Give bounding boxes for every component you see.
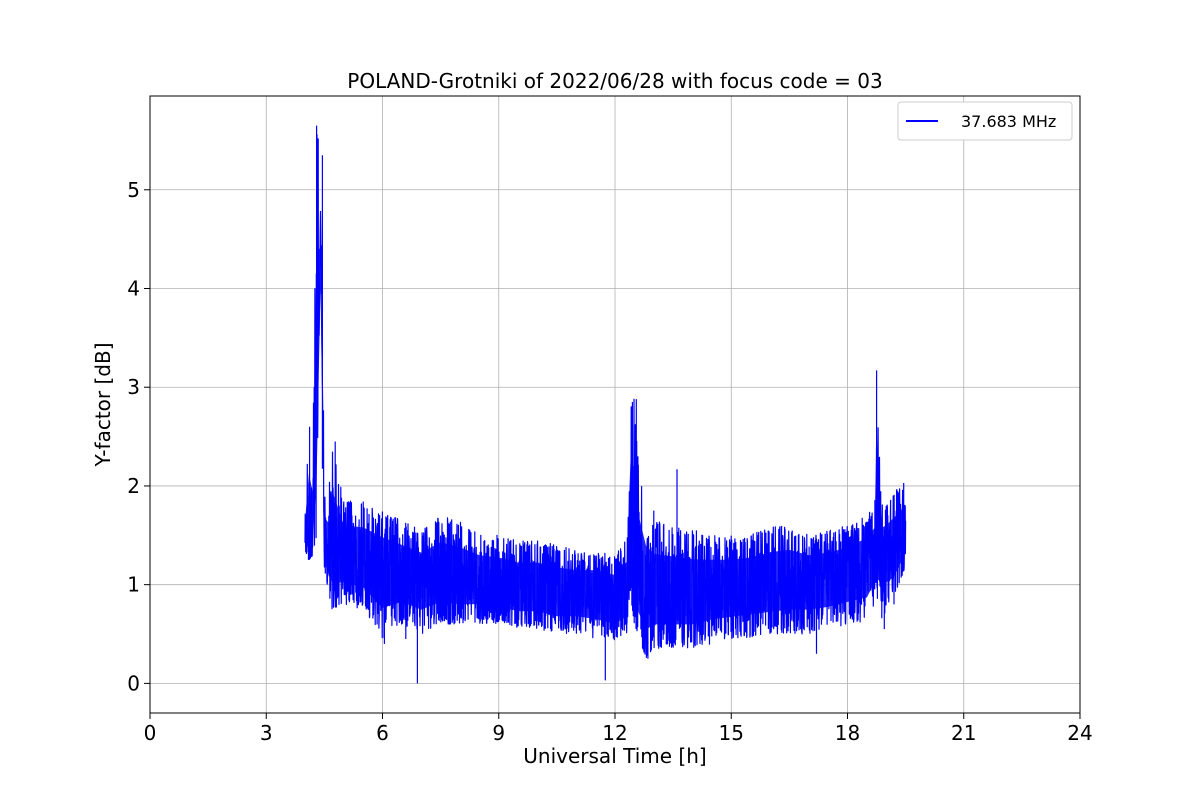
x-axis-label: Universal Time [h] (523, 744, 706, 768)
x-tick-label: 0 (144, 721, 157, 745)
y-axis-label: Y-factor [dB] (91, 342, 115, 467)
legend-box (897, 101, 1073, 141)
x-tick-label: 12 (602, 721, 627, 745)
x-tick-label: 9 (492, 721, 505, 745)
x-tick-label: 21 (951, 721, 976, 745)
y-tick-label: 5 (127, 178, 140, 202)
series-line-37-683-mhz (304, 125, 907, 684)
series-layer (304, 125, 907, 684)
y-tick-label: 1 (127, 573, 140, 597)
x-tick-label: 15 (719, 721, 744, 745)
x-tick-label: 6 (376, 721, 389, 745)
legend: 37.683 MHz (897, 101, 1073, 141)
y-tick-label: 2 (127, 474, 140, 498)
x-tick-label: 18 (835, 721, 860, 745)
y-tick-label: 3 (127, 375, 140, 399)
chart-title: POLAND-Grotniki of 2022/06/28 with focus… (347, 69, 882, 93)
y-tick-label: 0 (127, 671, 140, 695)
y-tick-label: 4 (127, 277, 140, 301)
x-tick-label: 24 (1067, 721, 1092, 745)
x-tick-label: 3 (260, 721, 273, 745)
legend-label: 37.683 MHz (961, 112, 1056, 131)
